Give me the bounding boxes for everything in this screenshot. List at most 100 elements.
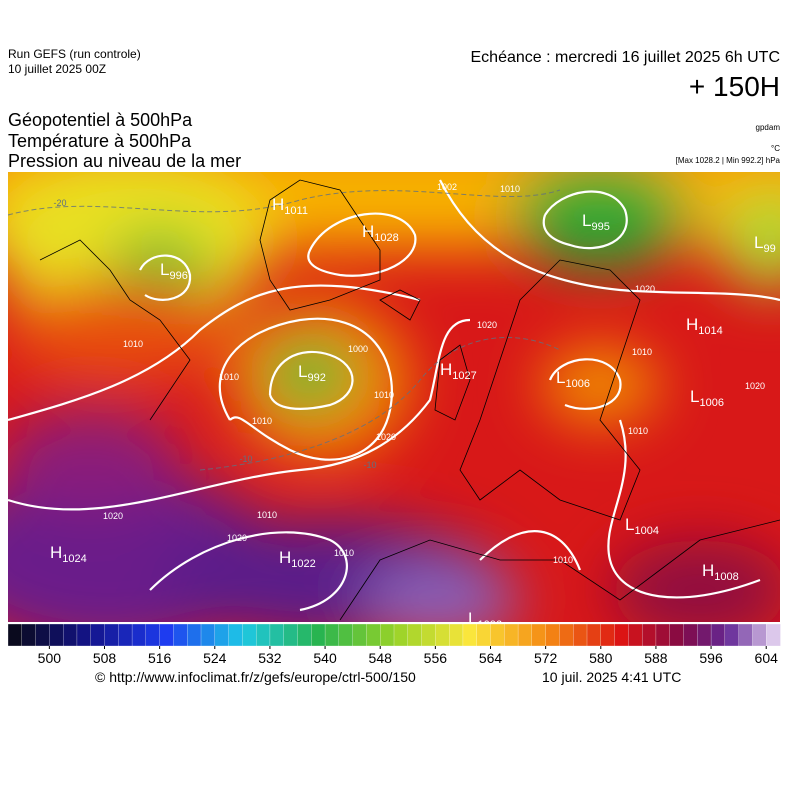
colorbar-tick-label: 532	[258, 650, 282, 666]
colorbar-swatch	[407, 623, 423, 647]
colorbar-tick-label: 516	[148, 650, 172, 666]
colorbar-tick-label: 556	[424, 650, 448, 666]
center-value: 1022	[291, 558, 315, 570]
layer-label: Géopotentiel à 500hPa	[8, 110, 193, 130]
pressure-center: L992	[298, 362, 326, 384]
colorbar-tick-label: 596	[699, 650, 723, 666]
colorbar-swatch	[62, 623, 78, 647]
colorbar-tick-label: 524	[203, 650, 227, 666]
echeance: Echéance : mercredi 16 juillet 2025 6h U…	[471, 49, 781, 66]
isobar-label: 1010	[632, 347, 652, 357]
isobar-label: 1020	[227, 533, 247, 543]
isobar-label: 1000	[348, 344, 368, 354]
colorbar-swatch	[586, 623, 602, 647]
pressure-center: H1024	[50, 543, 87, 565]
pressure-center: L996	[160, 260, 188, 282]
center-type: L	[298, 362, 307, 381]
colorbar-swatch	[21, 623, 37, 647]
colorbar-tick-label: 548	[369, 650, 393, 666]
colorbar-swatch	[448, 623, 464, 647]
center-value: 1006	[699, 397, 723, 409]
colorbar-swatch	[490, 623, 505, 647]
isobar-label: 1010	[257, 510, 277, 520]
isobar-label: 1010	[334, 548, 354, 558]
colorbar-swatch	[380, 623, 395, 647]
colorbar-tick-label: 500	[38, 650, 62, 666]
colorbar-swatch	[710, 623, 726, 647]
isobar-label: 1010	[500, 184, 520, 194]
colorbar-swatch	[49, 623, 64, 647]
isobar-label: 1010	[628, 426, 648, 436]
layer-label: Température à 500hPa	[8, 131, 192, 151]
colorbar-swatch	[738, 623, 754, 647]
colorbar-tick-label: 508	[93, 650, 117, 666]
layer-label: Pression au niveau de la mer	[8, 151, 241, 171]
colorbar-swatch	[724, 623, 740, 647]
center-value: 1028	[374, 232, 398, 244]
center-value: 1004	[634, 525, 658, 537]
isotherm-label: -20	[53, 198, 66, 208]
colorbar-tick-label: 588	[644, 650, 668, 666]
isobar-label: 1010	[123, 339, 143, 349]
colorbar-swatch	[269, 623, 285, 647]
colorbar-tick-label: 564	[479, 650, 503, 666]
center-type: L	[160, 260, 169, 279]
colorbar-swatch	[90, 623, 106, 647]
center-type: L	[625, 515, 634, 534]
colorbar-swatch	[669, 623, 685, 647]
map	[8, 172, 780, 622]
pressure-center: H1022	[279, 548, 316, 570]
colorbar-swatch	[187, 623, 202, 647]
isobar-label: 1020	[477, 320, 497, 330]
unit-label: gpdam	[756, 123, 781, 132]
center-value: 1024	[62, 553, 86, 565]
colorbar-swatch	[531, 623, 547, 647]
isobar-label: 1020	[635, 284, 655, 294]
colorbar-swatch	[352, 623, 368, 647]
center-type: H	[279, 548, 291, 567]
pressure-center: L1006	[690, 387, 724, 409]
colorbar-swatch	[311, 623, 326, 647]
center-value: 1011	[284, 205, 308, 217]
pressure-center: H1028	[362, 222, 399, 244]
colorbar-swatch	[655, 623, 671, 647]
unit-label: °C	[771, 144, 780, 153]
colorbar-swatch	[283, 623, 299, 647]
colorbar-swatch	[752, 623, 767, 647]
center-type: H	[686, 315, 698, 334]
pressure-center: L99	[754, 233, 776, 255]
colorbar-swatch	[476, 623, 492, 647]
colorbar-tick-label: 580	[589, 650, 613, 666]
isotherm-label: -10	[363, 460, 376, 470]
colorbar-swatch	[76, 623, 92, 647]
lead-time: + 150H	[689, 71, 780, 102]
colorbar-swatch	[573, 623, 588, 647]
colorbar-swatch	[131, 623, 147, 647]
center-type: L	[556, 368, 565, 387]
colorbar-swatch	[628, 623, 643, 647]
center-type: L	[690, 387, 699, 406]
colorbar-swatch	[228, 623, 244, 647]
isobar-label: 1020	[745, 381, 765, 391]
pressure-center: L1004	[625, 515, 659, 537]
colorbar-swatch	[145, 623, 161, 647]
colorbar-swatch	[35, 623, 51, 647]
colorbar-swatch	[242, 623, 257, 647]
generated-time: 10 juil. 2025 4:41 UTC	[542, 669, 681, 685]
pressure-center: L995	[582, 211, 610, 233]
colorbar-tick-label: 572	[534, 650, 558, 666]
pressure-center: L1006	[556, 368, 590, 390]
colorbar-swatch	[766, 623, 781, 647]
colorbar-swatch	[435, 623, 450, 647]
isobar-label: 1010	[374, 390, 394, 400]
isobar-label: 1010	[252, 416, 272, 426]
colorbar-swatch	[159, 623, 175, 647]
pressure-center: H1008	[702, 561, 739, 583]
center-type: L	[582, 211, 591, 230]
center-value: 1014	[698, 325, 722, 337]
center-value: 992	[307, 372, 325, 384]
colorbar-swatch	[7, 623, 23, 647]
colorbar-swatch	[683, 623, 698, 647]
